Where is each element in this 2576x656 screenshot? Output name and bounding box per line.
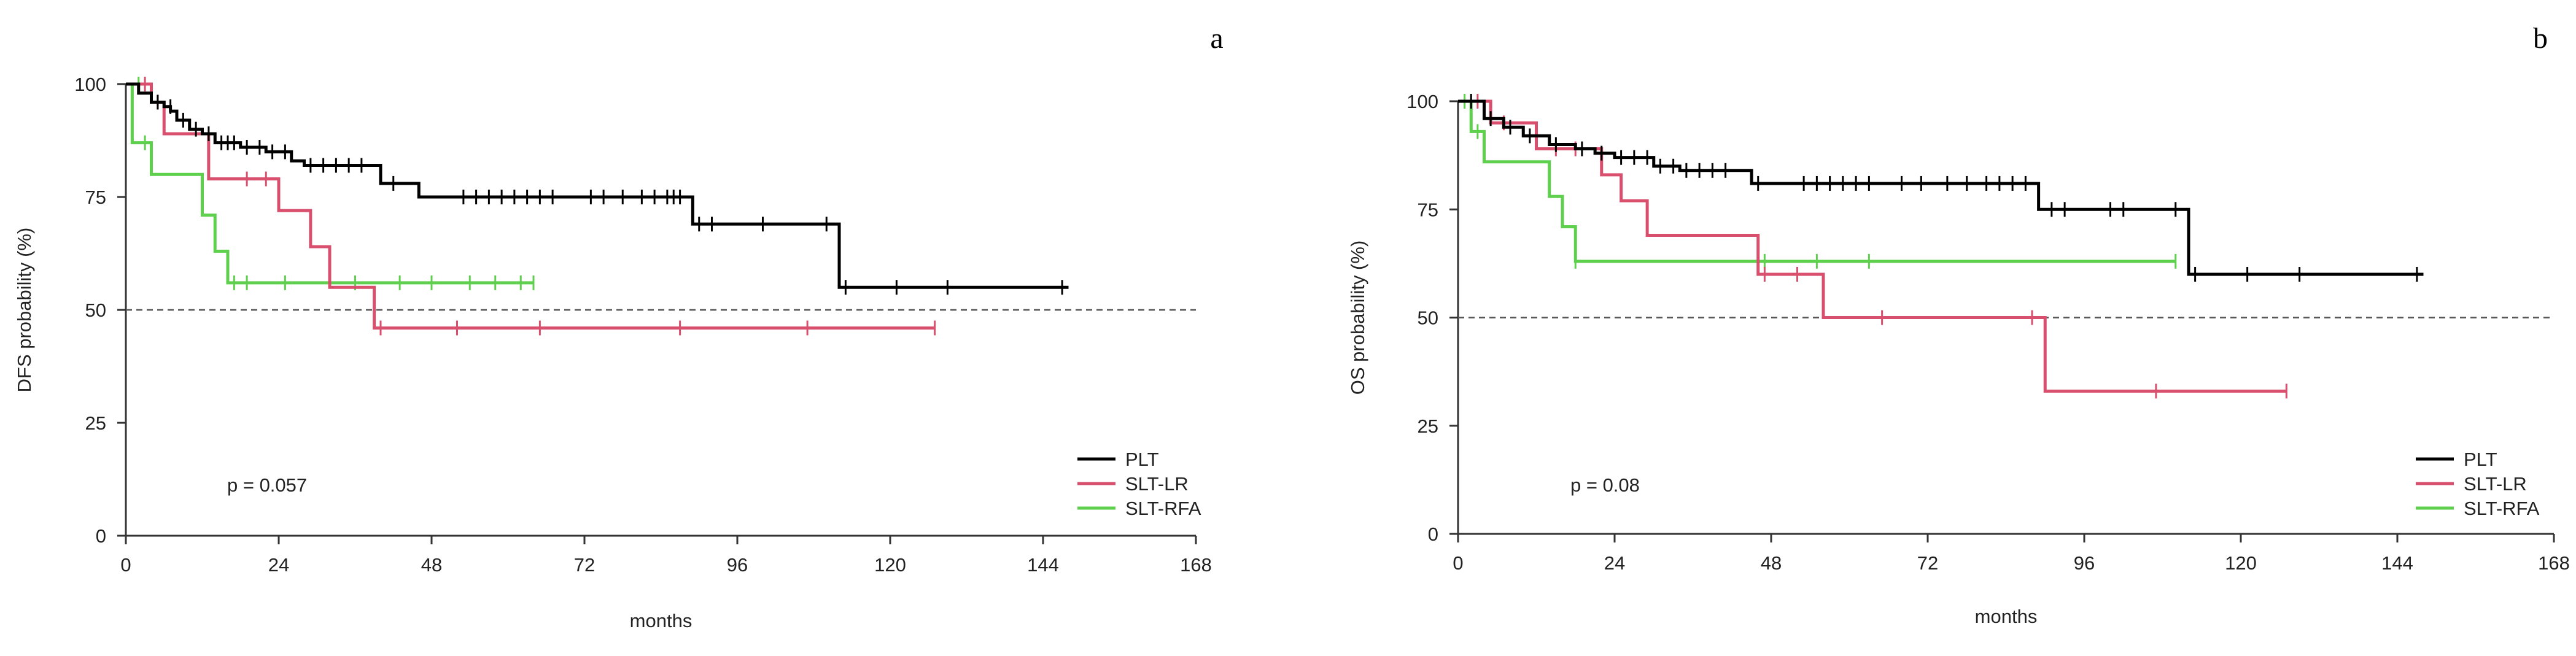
p-value-annotation: p = 0.057 [227,474,307,496]
y-tick-label: 50 [1418,307,1438,329]
km-curve-plt [1458,99,2424,276]
panel-b: 0 24 48 72 96 120 144 168 0 25 50 75 100 months OS pro… [1347,22,2570,627]
x-axis-title: months [630,610,692,631]
x-tick-label: 96 [727,554,748,576]
x-tick-label: 0 [1453,552,1463,574]
legend-label-slt-lr: SLT-LR [1125,473,1189,495]
x-tick-label: 168 [1180,554,1212,576]
x-axis-title: months [1975,606,2038,627]
panel-letter: b [2533,22,2548,55]
y-tick-label: 75 [1418,199,1438,220]
y-tick-label: 0 [1428,523,1438,545]
km-curve-slt-lr [1458,99,2287,393]
x-tick-label: 144 [1027,554,1059,576]
km-curve-plt [126,82,1069,289]
km-curve-slt-rfa [1458,99,2176,263]
y-tick-label: 75 [85,187,106,208]
y-tick-label: 25 [1418,415,1438,437]
panel-a: 0 24 48 72 96 120 144 168 0 25 50 75 100 months DFS pr… [14,22,1224,631]
y-tick-label: 0 [96,525,106,547]
y-tick-label: 100 [74,74,106,95]
x-tick-label: 120 [2225,552,2257,574]
panel-letter: a [1210,22,1223,55]
y-axis-title: OS probability (%) [1347,241,1368,395]
p-value-annotation: p = 0.08 [1570,474,1640,496]
y-axis-title: DFS probability (%) [14,228,35,393]
y-tick-label: 100 [1406,91,1438,112]
legend-label-slt-rfa: SLT-RFA [2464,498,2540,519]
legend-label-plt: PLT [1125,449,1159,470]
legend-label-slt-rfa: SLT-RFA [1125,498,1201,519]
y-tick-label: 50 [85,299,106,321]
x-tick-label: 72 [574,554,595,576]
x-tick-label: 0 [120,554,131,576]
x-tick-label: 168 [2538,552,2570,574]
x-tick-label: 24 [1604,552,1625,574]
x-tick-label: 48 [421,554,442,576]
km-curve-slt-lr [126,82,935,330]
legend-label-slt-lr: SLT-LR [2464,473,2527,495]
x-tick-label: 96 [2074,552,2095,574]
x-tick-label: 48 [1761,552,1782,574]
x-tick-label: 120 [874,554,906,576]
km-curve-slt-rfa [126,82,533,285]
x-tick-label: 24 [268,554,289,576]
legend-label-plt: PLT [2464,449,2497,470]
y-tick-label: 25 [85,412,106,434]
x-tick-label: 72 [1917,552,1938,574]
x-tick-label: 144 [2381,552,2413,574]
